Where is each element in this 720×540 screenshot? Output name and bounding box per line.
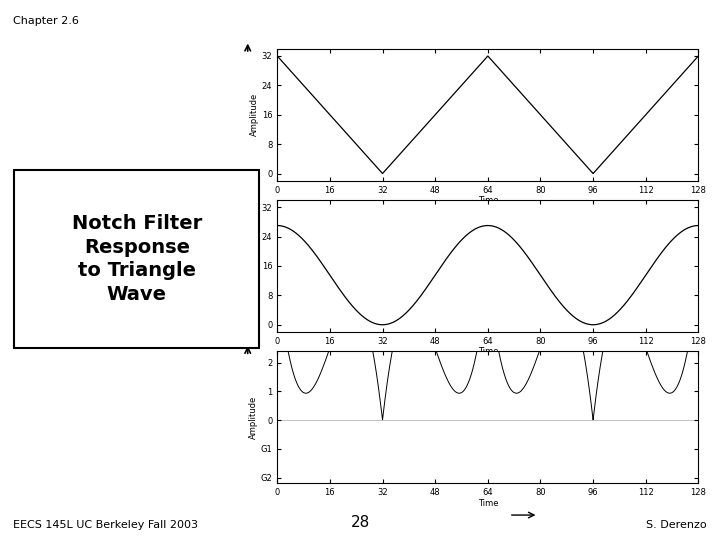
Y-axis label: Amplitude: Amplitude (249, 395, 258, 439)
Y-axis label: Amplitude: Amplitude (250, 93, 259, 137)
Text: Notch Filter
Response
to Triangle
Wave: Notch Filter Response to Triangle Wave (72, 214, 202, 304)
Text: 28: 28 (351, 515, 369, 530)
X-axis label: Time: Time (477, 196, 498, 205)
X-axis label: Time: Time (477, 347, 498, 356)
Text: Chapter 2.6: Chapter 2.6 (13, 16, 78, 26)
Text: EECS 145L UC Berkeley Fall 2003: EECS 145L UC Berkeley Fall 2003 (13, 520, 198, 530)
Text: S. Derenzo: S. Derenzo (647, 520, 707, 530)
Y-axis label: Amplitude: Amplitude (250, 244, 259, 288)
X-axis label: Time: Time (477, 498, 498, 508)
